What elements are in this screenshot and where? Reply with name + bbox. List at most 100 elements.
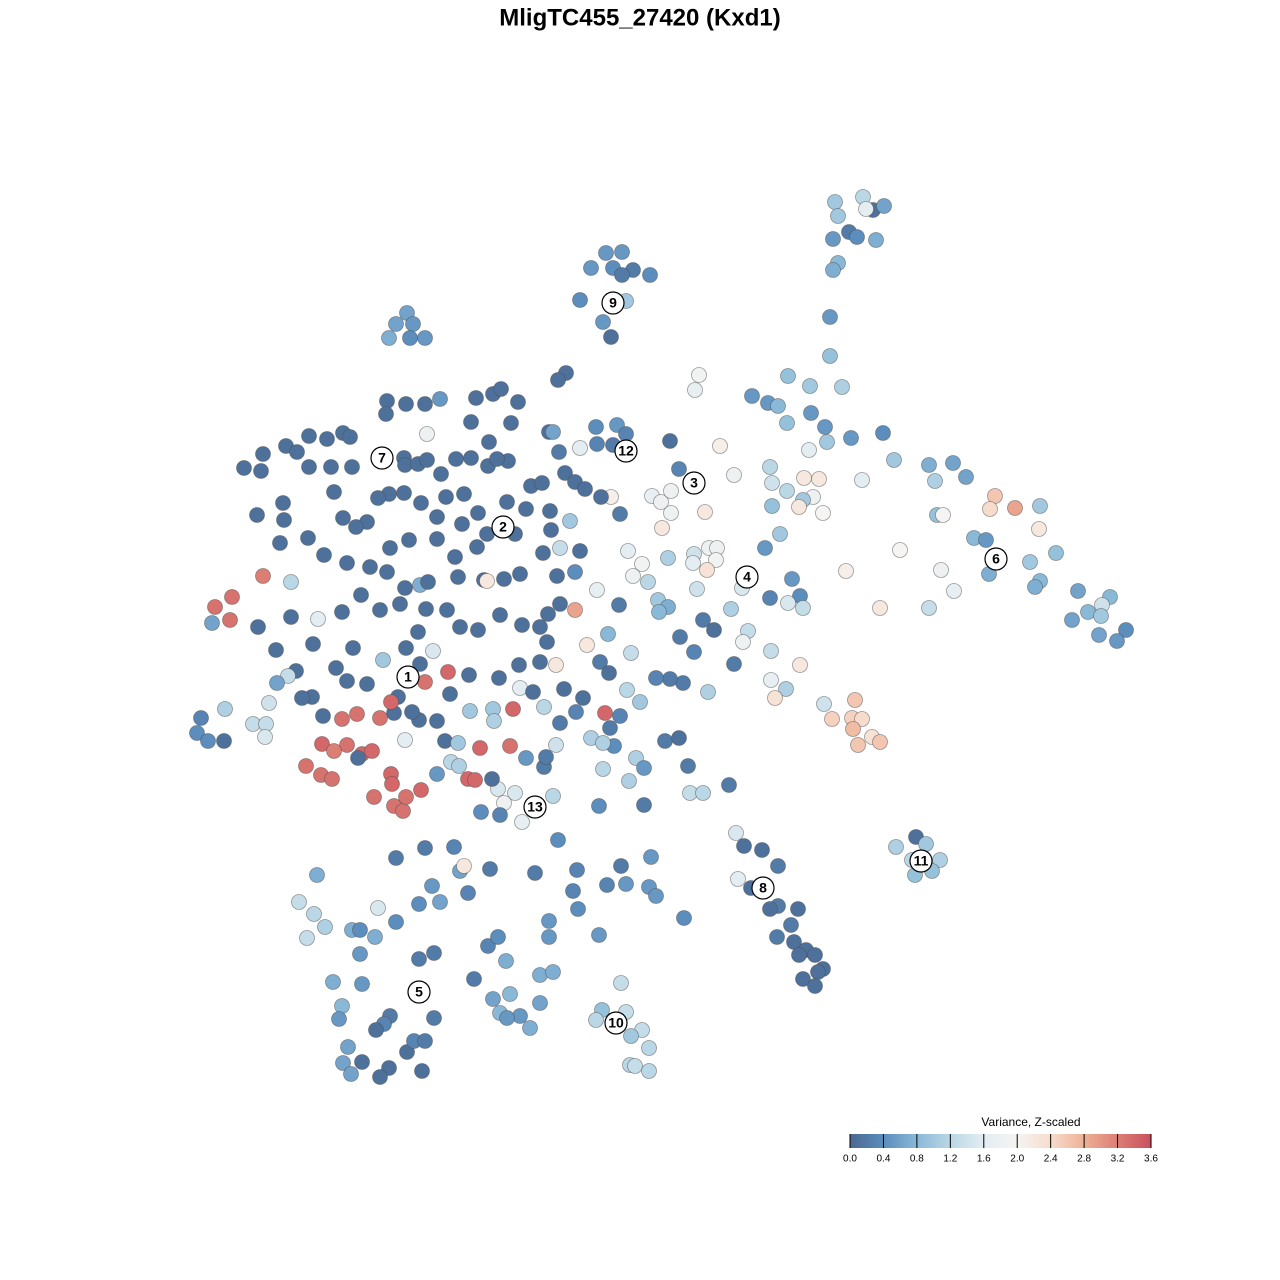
point bbox=[597, 705, 613, 721]
cluster-label: 7 bbox=[378, 450, 386, 466]
point bbox=[784, 571, 800, 587]
cluster-marker bbox=[909, 849, 933, 873]
point bbox=[512, 1008, 528, 1024]
point bbox=[577, 481, 593, 497]
point bbox=[825, 262, 841, 278]
colorbar bbox=[850, 1134, 1151, 1148]
point bbox=[398, 396, 414, 412]
chart-title: MligTC455_27420 (Kxd1) bbox=[499, 4, 780, 31]
point bbox=[589, 582, 605, 598]
point bbox=[439, 602, 455, 618]
point bbox=[770, 398, 786, 414]
cluster-label: 8 bbox=[759, 880, 767, 896]
point bbox=[815, 505, 831, 521]
point bbox=[545, 964, 561, 980]
point bbox=[426, 945, 442, 961]
point bbox=[552, 715, 568, 731]
point bbox=[686, 644, 702, 660]
colorbar-tick-label: 3.6 bbox=[1144, 1154, 1158, 1165]
point bbox=[817, 419, 833, 435]
point bbox=[691, 367, 707, 383]
point bbox=[429, 531, 445, 547]
point bbox=[1048, 545, 1064, 561]
point bbox=[723, 601, 739, 617]
point bbox=[579, 637, 595, 653]
point bbox=[404, 704, 420, 720]
point bbox=[1022, 554, 1038, 570]
point bbox=[405, 316, 421, 332]
cluster-label: 6 bbox=[992, 551, 1000, 567]
point bbox=[612, 708, 628, 724]
point bbox=[193, 710, 209, 726]
point bbox=[757, 540, 773, 556]
point bbox=[619, 682, 635, 698]
point bbox=[946, 583, 962, 599]
point bbox=[778, 681, 794, 697]
point bbox=[613, 975, 629, 991]
point bbox=[222, 612, 238, 628]
point bbox=[796, 470, 812, 486]
point bbox=[383, 694, 399, 710]
colorbar-tick-label: 3.2 bbox=[1111, 1154, 1125, 1165]
point bbox=[591, 798, 607, 814]
point bbox=[550, 832, 566, 848]
point bbox=[721, 777, 737, 793]
point bbox=[309, 867, 325, 883]
point bbox=[780, 595, 796, 611]
point bbox=[625, 568, 641, 584]
point bbox=[565, 883, 581, 899]
point bbox=[417, 396, 433, 412]
point bbox=[838, 563, 854, 579]
point bbox=[552, 540, 568, 556]
point bbox=[854, 472, 870, 488]
point bbox=[334, 998, 350, 1014]
point bbox=[767, 690, 783, 706]
point bbox=[600, 626, 616, 642]
point bbox=[424, 878, 440, 894]
point bbox=[780, 368, 796, 384]
point bbox=[384, 776, 400, 792]
point bbox=[481, 434, 497, 450]
point bbox=[570, 901, 586, 917]
point bbox=[699, 562, 715, 578]
point bbox=[1064, 612, 1080, 628]
point bbox=[567, 564, 583, 580]
point bbox=[466, 971, 482, 987]
point bbox=[623, 1028, 639, 1044]
point bbox=[572, 440, 588, 456]
point bbox=[469, 539, 485, 555]
point bbox=[429, 713, 445, 729]
point bbox=[493, 381, 509, 397]
point bbox=[354, 1054, 370, 1070]
point bbox=[827, 194, 843, 210]
point bbox=[532, 619, 548, 635]
point bbox=[511, 657, 527, 673]
point bbox=[588, 1012, 604, 1028]
point bbox=[593, 489, 609, 505]
point bbox=[316, 547, 332, 563]
cluster-label: 2 bbox=[499, 519, 507, 535]
point bbox=[411, 896, 427, 912]
colorbar-title: Variance, Z-scaled bbox=[981, 1115, 1080, 1129]
point bbox=[685, 555, 701, 571]
point bbox=[388, 914, 404, 930]
point bbox=[807, 947, 823, 963]
point bbox=[498, 953, 514, 969]
point bbox=[1027, 579, 1043, 595]
colorbar-tick-label: 1.2 bbox=[943, 1154, 957, 1165]
point bbox=[978, 532, 994, 548]
point bbox=[398, 789, 414, 805]
point bbox=[712, 438, 728, 454]
point bbox=[614, 244, 630, 260]
point bbox=[551, 444, 567, 460]
point bbox=[572, 543, 588, 559]
point bbox=[324, 771, 340, 787]
point bbox=[825, 231, 841, 247]
point bbox=[379, 564, 395, 580]
point bbox=[730, 871, 746, 887]
point bbox=[412, 656, 428, 672]
point bbox=[440, 664, 456, 680]
point bbox=[791, 947, 807, 963]
point bbox=[872, 600, 888, 616]
point bbox=[272, 535, 288, 551]
